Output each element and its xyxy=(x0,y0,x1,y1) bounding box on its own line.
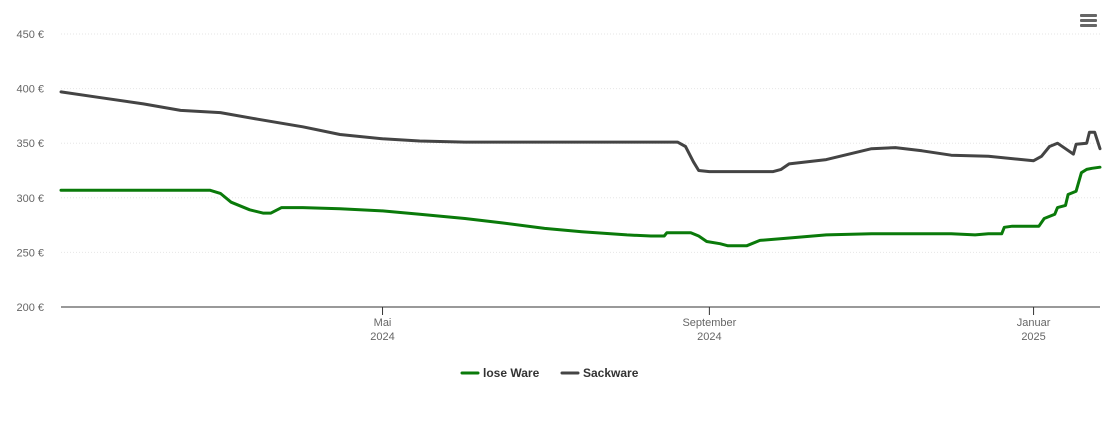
legend-item[interactable]: Sackware xyxy=(560,366,639,380)
hamburger-menu-icon[interactable] xyxy=(1080,14,1097,27)
series-lines xyxy=(59,90,1102,248)
y-tick-label: 200 € xyxy=(16,302,44,314)
y-tick-label: 450 € xyxy=(16,29,44,41)
legend-label: lose Ware xyxy=(483,366,540,380)
x-tick-label-month: September xyxy=(682,317,736,329)
legend: lose Ware Sackware xyxy=(460,366,639,380)
y-tick-label: 250 € xyxy=(16,247,44,259)
y-tick-label: 300 € xyxy=(16,193,44,205)
x-axis-labels: Mai 2024 September 2024 Januar 2025 xyxy=(370,307,1051,343)
y-axis-labels: 450 € 400 € 350 € 300 € 250 € 200 € xyxy=(16,29,44,314)
y-tick-label: 350 € xyxy=(16,138,44,150)
x-tick-label-year: 2025 xyxy=(1021,331,1045,343)
y-tick-label: 400 € xyxy=(16,84,44,96)
series-line-0[interactable] xyxy=(59,165,1102,248)
legend-item[interactable]: lose Ware xyxy=(460,366,540,380)
x-tick-label-year: 2024 xyxy=(697,331,721,343)
x-tick-label-month: Mai xyxy=(374,317,392,329)
series-line-1[interactable] xyxy=(59,90,1102,174)
x-tick-label-month: Januar xyxy=(1017,317,1051,329)
legend-label: Sackware xyxy=(583,366,639,380)
x-tick-label-year: 2024 xyxy=(370,331,394,343)
